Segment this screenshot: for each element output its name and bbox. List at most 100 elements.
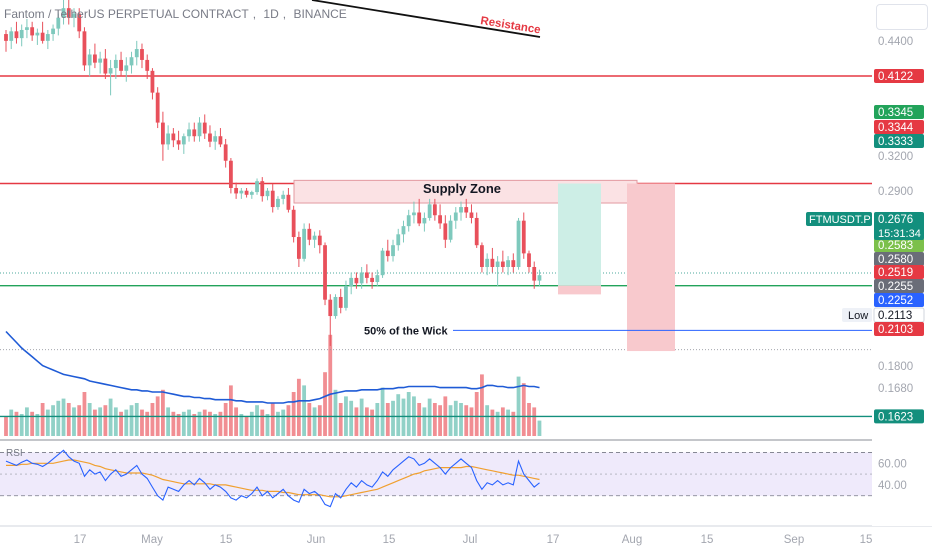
volume-bar (364, 407, 369, 436)
volume-bar (521, 383, 526, 436)
candle-body (333, 296, 338, 317)
volume-bar (333, 389, 338, 436)
candle-body (296, 237, 301, 259)
candle-body (422, 217, 427, 224)
volume-bar (140, 409, 144, 436)
candle-body (51, 28, 55, 35)
price-tag-text: 0.2580 (878, 254, 913, 266)
volume-bar (61, 398, 66, 436)
candle-body (56, 17, 61, 29)
volume-bar (338, 403, 343, 436)
candle-body (19, 29, 24, 39)
volume-bar (380, 387, 385, 436)
candle-body (265, 190, 270, 197)
candle-body (140, 49, 144, 60)
candle-body (286, 194, 291, 210)
volume-bar (255, 405, 259, 436)
rsi-tick-label: 60.00 (878, 458, 907, 470)
rsi-label: RSI (6, 448, 23, 459)
volume-bar (108, 398, 113, 436)
candle-body (469, 212, 474, 218)
time-tick-label: 15 (383, 534, 396, 546)
candle-body (98, 58, 103, 63)
price-tag-text: 0.2252 (878, 295, 913, 307)
volume-bar (145, 411, 150, 436)
volume-bar (56, 400, 61, 436)
price-tag (874, 238, 924, 252)
volume-bar (72, 407, 76, 436)
candle-body (213, 136, 218, 142)
volume-bar (171, 411, 176, 436)
candle-body (260, 181, 265, 197)
volume-bar (113, 407, 118, 436)
volume-bar (349, 400, 354, 436)
candle-body (93, 54, 97, 63)
volume-bar (223, 403, 228, 436)
volume-bar (485, 405, 490, 436)
candle-body (412, 212, 416, 216)
volume-bar (422, 407, 427, 436)
volume-bar (480, 374, 484, 436)
candle-body (500, 261, 505, 267)
volume-bar (406, 392, 411, 436)
volume-bar (103, 405, 108, 436)
volume-bar (239, 414, 244, 436)
candle-body (354, 277, 359, 284)
candle-body (312, 235, 317, 240)
volume-bar (417, 403, 422, 436)
price-tag-text: 0.3344 (878, 122, 914, 134)
candle-body (506, 260, 510, 267)
candle-body (155, 92, 160, 123)
candle-body (82, 31, 87, 66)
volume-ma-line (5, 330, 540, 404)
candle-body (427, 204, 432, 218)
price-tag-text: 0.2519 (878, 267, 913, 279)
volume-bar (500, 407, 505, 436)
candle-body (223, 144, 228, 161)
candle-body (464, 207, 469, 213)
candle-body (323, 245, 327, 300)
volume-bar (9, 409, 14, 436)
volume-bar (296, 378, 301, 436)
position-profit-zone (558, 183, 601, 286)
volume-bar (359, 398, 364, 436)
symbol-tag-text: FTMUSDT.P (809, 214, 871, 226)
current-price-text: 0.2676 (878, 214, 913, 226)
volume-bar (427, 398, 432, 436)
position-loss-zone (627, 183, 675, 352)
volume-bar (317, 405, 322, 436)
interval-label: 1D (263, 7, 279, 21)
toolbar-button[interactable] (876, 4, 928, 30)
candle-body (187, 129, 191, 137)
volume-bar (119, 411, 123, 436)
price-tag (874, 279, 924, 293)
rsi-line (5, 449, 540, 508)
volume-bar (51, 405, 55, 436)
volume-bar (474, 392, 479, 436)
symbol-legend[interactable]: Fantom / TetherUS PERPETUAL CONTRACT, 1D… (4, 7, 347, 21)
time-tick-label: Jul (463, 534, 478, 546)
candle-body (270, 190, 275, 208)
candle-body (516, 220, 521, 267)
volume-bar (286, 405, 291, 436)
volume-bar (459, 403, 463, 436)
volume-bar (14, 411, 19, 436)
candle-body (103, 58, 108, 74)
candle-body (495, 261, 500, 267)
volume-bar (438, 405, 442, 436)
volume-bar (77, 405, 82, 436)
volume-bar (432, 403, 437, 436)
volume-bar (45, 409, 50, 436)
candle-body (181, 136, 186, 145)
volume-bar (375, 403, 380, 436)
position-loss-zone (558, 285, 601, 295)
volume-bar (202, 409, 207, 436)
candle-body (4, 34, 8, 41)
time-tick-label: 15 (701, 534, 714, 546)
candle-body (375, 275, 380, 282)
volume-bar (181, 411, 186, 436)
candle-body (87, 54, 92, 66)
candle-body (192, 129, 197, 137)
